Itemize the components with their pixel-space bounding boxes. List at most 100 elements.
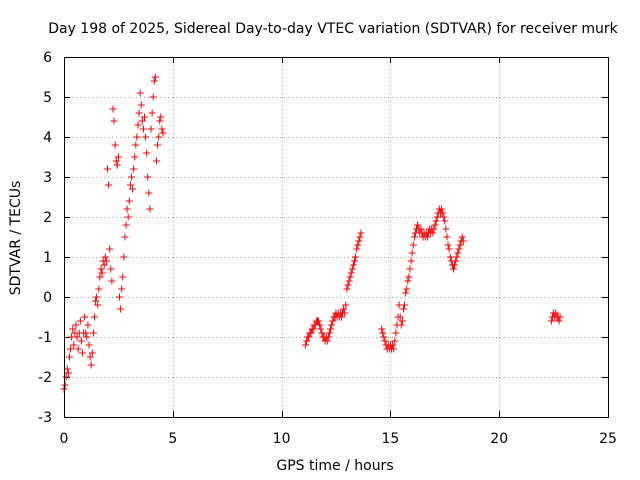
data-point [122, 221, 130, 229]
data-point [346, 273, 354, 281]
data-point [404, 277, 412, 285]
data-point [108, 277, 116, 285]
data-point [452, 257, 460, 265]
data-point [132, 141, 140, 149]
data-point [343, 285, 351, 293]
data-point [62, 373, 70, 381]
data-point [410, 233, 418, 241]
data-point [390, 345, 398, 353]
data-point [124, 213, 132, 221]
data-point [114, 153, 122, 161]
data-point [316, 321, 324, 329]
data-point [403, 285, 411, 293]
data-point [458, 233, 466, 241]
y-tick-label: 4 [43, 130, 52, 146]
data-point [402, 289, 410, 297]
data-point [121, 233, 129, 241]
data-point [144, 173, 152, 181]
data-point [84, 321, 92, 329]
data-point [154, 141, 162, 149]
data-point [137, 101, 145, 109]
data-point [150, 77, 158, 85]
data-point [83, 333, 91, 341]
data-point [440, 213, 448, 221]
data-point [70, 341, 78, 349]
data-point [352, 253, 360, 261]
y-tick-label: -3 [38, 410, 52, 426]
data-point [96, 273, 104, 281]
data-point [127, 173, 135, 181]
data-point [151, 73, 159, 81]
data-point [111, 141, 119, 149]
data-point [443, 233, 451, 241]
data-point [318, 329, 326, 337]
data-point [97, 265, 105, 273]
data-point [453, 253, 461, 261]
data-point [113, 161, 121, 169]
y-axis-label: SDTVAR / TECUs [8, 181, 24, 296]
data-point [555, 317, 563, 325]
y-tick-label: 3 [43, 170, 52, 186]
data-point [380, 333, 388, 341]
x-axis-label: GPS time / hours [276, 458, 393, 474]
data-point [100, 261, 108, 269]
data-point [439, 209, 447, 217]
data-point [417, 225, 425, 233]
data-point [327, 325, 335, 333]
data-point [64, 369, 72, 377]
data-point [117, 305, 125, 313]
x-tick-label: 5 [168, 431, 177, 447]
data-point [119, 273, 127, 281]
chart-title: Day 198 of 2025, Sidereal Day-to-day VTE… [48, 21, 618, 37]
data-point [401, 301, 409, 309]
data-point [302, 341, 310, 349]
data-point [125, 197, 133, 205]
y-tick-label: 2 [43, 210, 52, 226]
y-tick-label: -1 [38, 330, 52, 346]
data-point [406, 265, 414, 273]
y-tick-labels: -3 -2 -1 0 1 2 3 4 5 6 [38, 50, 52, 426]
data-point [135, 109, 143, 117]
data-point [129, 185, 137, 193]
data-point [109, 105, 117, 113]
data-point [105, 181, 113, 189]
data-point [350, 257, 358, 265]
data-point [399, 305, 407, 313]
data-point [409, 241, 417, 249]
data-point [139, 125, 147, 133]
data-point [455, 245, 463, 253]
data-point [379, 329, 387, 337]
data-point [547, 317, 555, 325]
data-point [446, 253, 454, 261]
data-point [133, 133, 141, 141]
data-point [349, 261, 357, 269]
data-point [408, 249, 416, 257]
data-point [141, 113, 149, 121]
data-point [158, 125, 166, 133]
data-point [126, 181, 134, 189]
y-tick-label: 1 [43, 250, 52, 266]
data-point [355, 237, 363, 245]
y-tick-label: 6 [43, 50, 52, 66]
data-point [157, 113, 165, 121]
data-point [353, 245, 361, 253]
data-point [149, 93, 157, 101]
data-point [356, 233, 364, 241]
data-point [398, 317, 406, 325]
data-point [81, 313, 89, 321]
data-point [405, 273, 413, 281]
data-point [67, 345, 75, 353]
data-point [136, 89, 144, 97]
data-point [115, 293, 123, 301]
data-point [82, 329, 90, 337]
data-point [65, 353, 73, 361]
y-tick-label: -2 [38, 370, 52, 386]
data-point [76, 317, 84, 325]
data-point [309, 325, 317, 333]
data-point [112, 157, 120, 165]
data-point [423, 233, 431, 241]
data-point [106, 245, 114, 253]
data-point [159, 129, 167, 137]
